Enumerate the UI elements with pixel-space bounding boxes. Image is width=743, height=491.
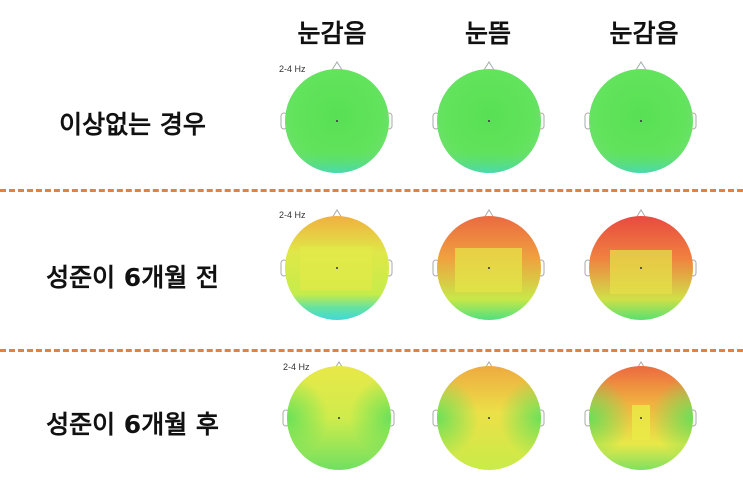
head-normal-3 [584,61,697,173]
column-header-eyes-closed-1: 눈감음 [297,19,367,48]
head-before-1 [280,209,393,320]
row-label-before: 성준이 6개월 전 [46,263,219,292]
head-normal-1 [280,61,393,173]
freq-label-row-2: 2-4 Hz [279,210,306,220]
head-before-2 [432,209,545,320]
row-label-after: 성준이 6개월 후 [46,410,219,439]
head-after-1 [282,361,395,470]
head-before-3 [584,209,697,320]
head-after-3 [584,361,697,470]
freq-label-row-3: 2-4 Hz [283,362,310,372]
column-header-eyes-open: 눈뜸 [464,19,511,48]
freq-label-row-1: 2-4 Hz [279,64,306,74]
row-label-normal: 이상없는 경우 [59,110,206,139]
head-normal-2 [432,61,545,173]
head-after-2 [432,361,545,470]
row-divider-2 [0,349,743,352]
column-header-eyes-closed-2: 눈감음 [609,19,679,48]
row-divider-1 [0,189,743,192]
